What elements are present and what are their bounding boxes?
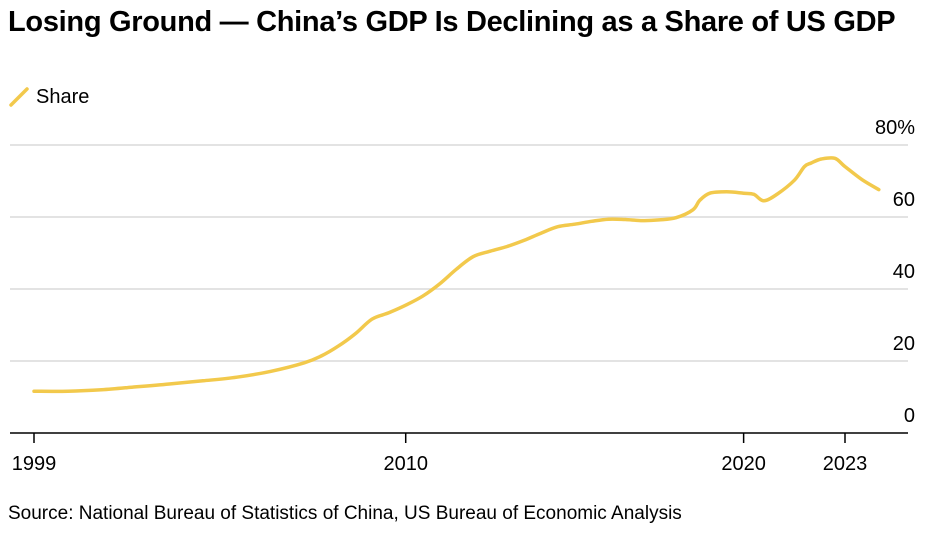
data-point xyxy=(320,354,323,358)
data-point xyxy=(810,161,813,165)
y-tick-label: 20 xyxy=(893,333,915,355)
data-point xyxy=(269,370,272,373)
data-point xyxy=(100,388,103,391)
data-point xyxy=(833,157,837,160)
data-point xyxy=(674,216,678,219)
data-point xyxy=(708,192,712,195)
data-point xyxy=(303,361,306,364)
source-note: Source: National Bureau of Statistics of… xyxy=(8,503,682,524)
data-point xyxy=(32,390,36,393)
data-point xyxy=(877,188,880,191)
data-point xyxy=(573,223,576,226)
data-point xyxy=(843,165,847,168)
legend-swatch-icon xyxy=(9,87,29,107)
data-point xyxy=(404,304,407,307)
data-point xyxy=(803,165,806,168)
x-axis-ticks: 1999 2010 2020 2023 xyxy=(12,433,868,475)
data-point xyxy=(860,178,864,181)
legend-label-share: Share xyxy=(36,85,90,108)
data-point xyxy=(336,345,340,348)
data-point xyxy=(387,311,391,314)
series-layer xyxy=(32,156,881,394)
legend: Share xyxy=(8,84,89,110)
data-point xyxy=(657,218,661,222)
data-point xyxy=(488,250,492,253)
data-point xyxy=(607,217,610,221)
data-point xyxy=(793,179,796,182)
y-axis-ticks: 0 20 40 60 80% xyxy=(875,117,915,427)
data-point xyxy=(201,379,205,382)
chart-title: Losing Ground — China’s GDP Is Declining… xyxy=(8,6,896,38)
data-point xyxy=(762,199,766,202)
data-point xyxy=(624,218,627,221)
data-point xyxy=(776,192,779,196)
data-point xyxy=(742,192,745,195)
data-point xyxy=(522,239,526,242)
data-point xyxy=(421,295,424,298)
y-tick-label: 0 xyxy=(904,405,915,427)
data-point xyxy=(725,190,728,193)
data-point xyxy=(66,390,69,393)
x-tick-label: 1999 xyxy=(12,453,57,475)
data-point xyxy=(752,193,755,196)
data-point xyxy=(539,232,543,235)
data-point xyxy=(641,219,644,222)
y-tick-label: 80% xyxy=(875,117,915,139)
grid-lines xyxy=(10,144,908,434)
data-point xyxy=(134,385,137,389)
series-line-share xyxy=(32,156,881,394)
x-tick-label: 2020 xyxy=(721,453,766,475)
data-point xyxy=(438,282,441,286)
x-tick-label: 2023 xyxy=(823,453,868,475)
x-tick-label: 2010 xyxy=(383,453,428,475)
data-point xyxy=(472,255,475,258)
data-point xyxy=(505,245,509,248)
data-point xyxy=(820,157,823,161)
data-point xyxy=(235,376,238,379)
data-point xyxy=(698,199,701,202)
data-point xyxy=(370,318,374,321)
data-point xyxy=(556,225,559,228)
data-point xyxy=(353,332,357,336)
data-point xyxy=(590,220,593,223)
data-point xyxy=(455,268,458,271)
y-tick-label: 40 xyxy=(893,261,915,283)
y-tick-label: 60 xyxy=(893,189,915,211)
data-point xyxy=(691,208,695,211)
data-point xyxy=(167,382,171,386)
